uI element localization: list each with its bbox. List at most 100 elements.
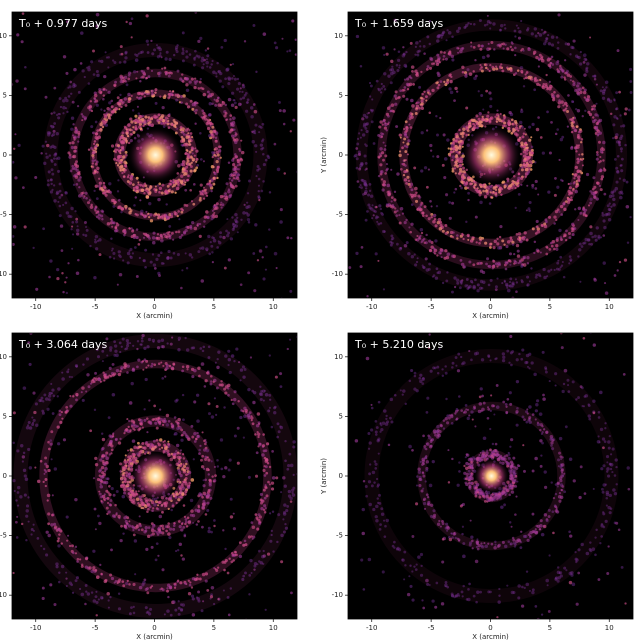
photon xyxy=(489,97,493,101)
photon xyxy=(222,195,225,198)
photon xyxy=(615,91,619,95)
photon xyxy=(104,123,108,127)
photon xyxy=(479,64,482,67)
photon xyxy=(441,281,445,285)
photon xyxy=(111,392,116,397)
photon xyxy=(65,211,70,215)
photon xyxy=(158,190,161,194)
photon xyxy=(256,168,260,172)
photon xyxy=(378,125,382,129)
photon xyxy=(153,188,157,191)
photon xyxy=(251,130,254,133)
photon xyxy=(148,399,151,402)
photon xyxy=(213,208,216,211)
photon xyxy=(365,115,369,119)
photon xyxy=(232,512,235,515)
photon xyxy=(146,43,150,46)
photon xyxy=(20,40,24,44)
photon xyxy=(101,210,105,213)
photon xyxy=(234,153,237,156)
photon xyxy=(185,204,189,207)
photon xyxy=(210,189,213,193)
x-tick-label: 0 xyxy=(152,303,156,311)
photon xyxy=(215,98,219,103)
photon xyxy=(62,203,65,207)
photon xyxy=(59,105,63,109)
photon xyxy=(162,233,165,236)
photon xyxy=(246,192,250,195)
photon xyxy=(144,184,148,188)
photon xyxy=(231,228,235,232)
photon xyxy=(528,125,532,129)
photon xyxy=(77,135,80,139)
photon xyxy=(149,185,153,189)
photon xyxy=(73,149,77,153)
photon xyxy=(381,188,385,192)
photon xyxy=(73,135,77,139)
photon xyxy=(366,193,371,197)
photon xyxy=(259,143,264,147)
photon xyxy=(637,116,639,118)
photon xyxy=(170,123,174,126)
photon xyxy=(568,186,572,190)
photon xyxy=(334,82,336,84)
photon xyxy=(540,28,544,31)
photon xyxy=(117,592,121,595)
photon xyxy=(203,220,206,223)
photon xyxy=(246,101,249,104)
photon xyxy=(507,127,511,131)
photon xyxy=(428,239,432,243)
photon xyxy=(588,318,591,321)
photon xyxy=(369,108,373,112)
photon xyxy=(121,131,125,135)
photon xyxy=(174,131,178,135)
photon xyxy=(178,218,181,221)
photon xyxy=(537,65,541,68)
photon xyxy=(118,108,121,111)
photon xyxy=(548,151,552,155)
photon xyxy=(444,223,448,227)
photon xyxy=(217,145,221,149)
photon xyxy=(75,160,78,163)
photon xyxy=(514,206,517,209)
photon xyxy=(542,83,546,86)
photon xyxy=(76,130,81,135)
photon xyxy=(333,139,336,142)
photon xyxy=(93,276,97,280)
photon xyxy=(453,99,456,103)
photon xyxy=(72,183,76,187)
photon xyxy=(421,8,423,10)
photon xyxy=(471,236,475,239)
photon xyxy=(209,123,212,126)
photon xyxy=(181,73,184,76)
photon xyxy=(243,93,247,97)
photon xyxy=(86,66,89,69)
photon xyxy=(464,25,467,29)
photon xyxy=(116,164,120,167)
photon xyxy=(55,190,60,195)
photon xyxy=(167,93,171,96)
photon xyxy=(405,97,409,101)
photon xyxy=(92,142,96,145)
photon xyxy=(156,46,160,50)
photon xyxy=(476,283,480,287)
photon xyxy=(71,247,74,250)
photon xyxy=(101,218,104,221)
photon xyxy=(130,36,133,39)
photon xyxy=(192,63,196,67)
photon xyxy=(74,175,79,179)
photon xyxy=(186,159,190,163)
photon xyxy=(547,269,551,273)
photon xyxy=(446,252,451,257)
photon xyxy=(49,259,53,263)
photon xyxy=(257,189,260,193)
photon xyxy=(566,125,569,128)
photon xyxy=(172,181,175,184)
photon xyxy=(116,148,119,151)
photon xyxy=(581,115,584,118)
photon xyxy=(107,113,111,117)
photon xyxy=(159,122,163,125)
photon xyxy=(201,309,204,312)
photon xyxy=(185,225,189,229)
photon xyxy=(174,2,176,4)
